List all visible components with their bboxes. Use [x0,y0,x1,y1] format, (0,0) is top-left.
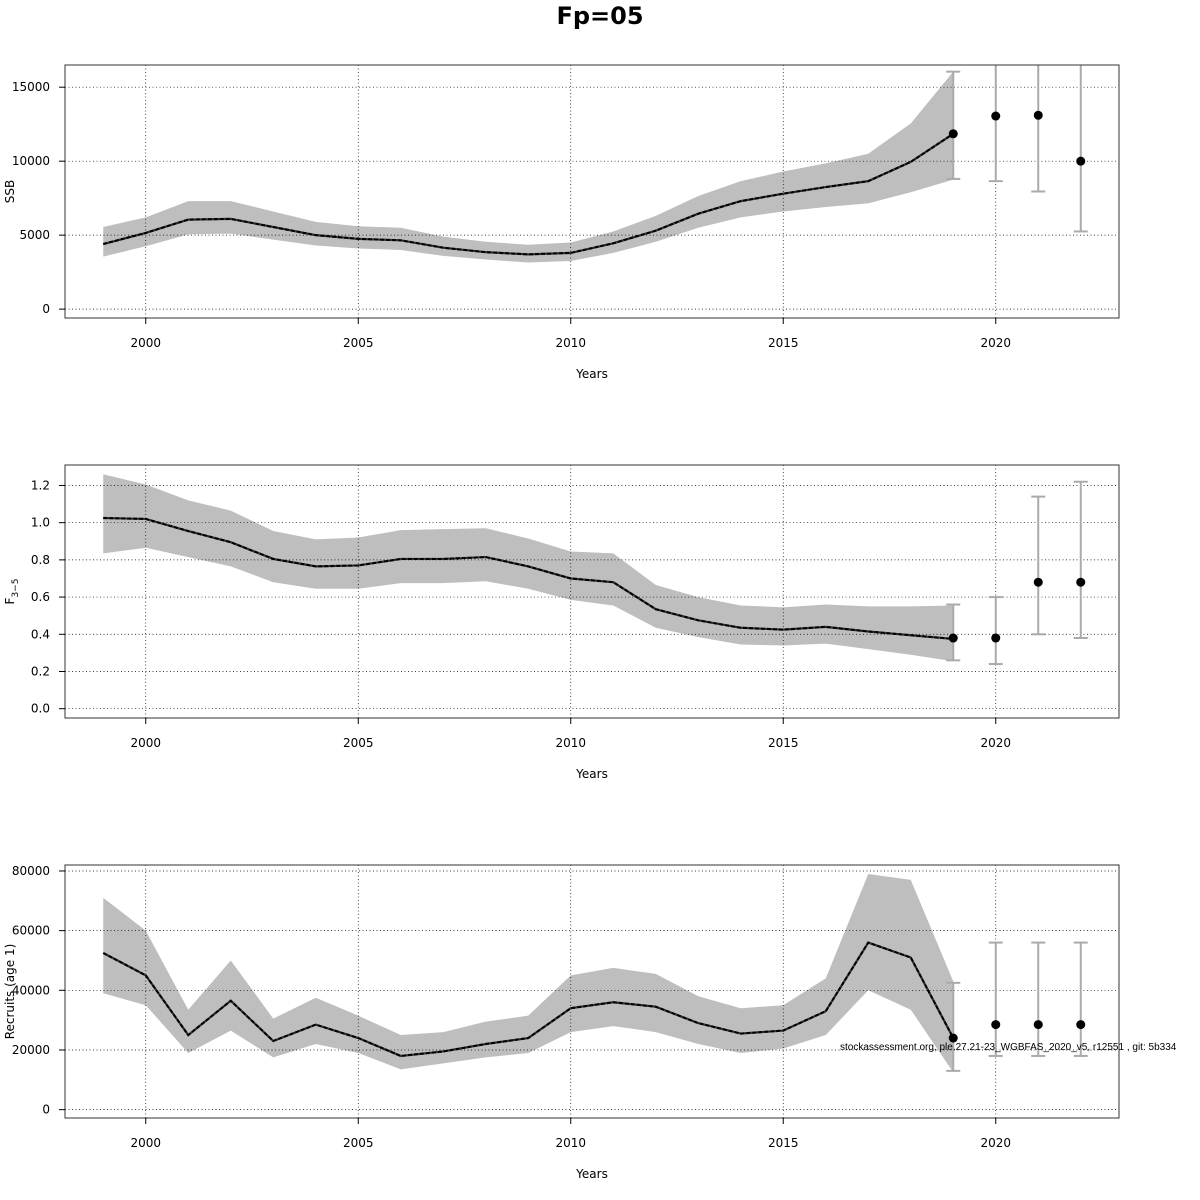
y-tick-label: 60000 [12,924,50,938]
plot-frame [64,464,1120,719]
x-tick-label: 2020 [980,736,1011,750]
y-axis-title: SSB [3,180,17,203]
x-tick-label: 2015 [768,1136,799,1150]
y-tick-label: 0.0 [31,702,50,716]
confidence-band [103,873,954,1073]
forecast-errorbar [988,941,1003,1057]
x-tick-label: 2015 [768,736,799,750]
forecast-errorbar [988,596,1003,666]
forecast-errorbar [1031,941,1046,1057]
x-axis-title: Years [575,367,608,381]
y-tick-label: 0.6 [31,590,50,604]
plot-frame [64,64,1120,319]
forecast-point [1076,156,1086,166]
confidence-band [103,71,954,263]
estimate-line-dashed [102,132,954,256]
y-tick-label: 40000 [12,983,50,997]
y-axis-title: F3−5 [3,579,21,605]
y-tick-label: 0.8 [31,553,50,567]
forecast-point [991,633,1001,643]
x-axis-title: Years [575,767,608,781]
plot-frame [64,864,1120,1119]
y-tick-label: 0.2 [31,664,50,678]
x-tick-label: 2010 [555,1136,586,1150]
forecast-errorbar [1073,480,1088,640]
forecast-point [1033,1020,1043,1030]
y-tick-label: 20000 [12,1043,50,1057]
x-tick-label: 2000 [130,736,161,750]
panel-2: 2000 2005 2010 2015 2020 0.0 0.2 0.4 0.6 0.8 1.0 1.… [3,464,1120,781]
y-tick-label: 10000 [12,154,50,168]
x-tick-label: 2005 [343,336,374,350]
x-tick-label: 2005 [343,736,374,750]
x-tick-label: 2010 [555,736,586,750]
x-tick-label: 2010 [555,336,586,350]
figure-title: Fp=05 [556,2,643,30]
y-axis-title: Recruits (age 1) [3,944,17,1040]
forecast-errorbar [1073,941,1088,1057]
x-tick-label: 2000 [130,336,161,350]
forecast-errorbar [988,65,1003,183]
estimate-line-dashed [103,517,954,640]
x-tick-label: 2020 [980,1136,1011,1150]
forecast-point [991,111,1001,121]
x-tick-label: 2005 [343,1136,374,1150]
forecast-point [991,1020,1001,1030]
y-tick-label: 5000 [19,228,50,242]
y-tick-label: 0 [42,302,50,316]
forecast-point [948,633,958,643]
forecast-point [1076,1020,1086,1030]
forecast-errorbar [1031,65,1046,193]
footnote-text: stockassessment.org, ple.27.21-23_WGBFAS… [840,1042,1177,1053]
forecast-errorbar [1031,495,1046,636]
forecast-point [948,1033,958,1043]
y-tick-label: 1.2 [31,478,50,492]
y-tick-label: 1.0 [31,516,50,530]
chart-panels: 2000 2005 2010 2015 2020 0 5000 10000 15000 Years… [3,64,1120,1181]
panel-3: 2000 2005 2010 2015 2020 0 20000 40000 60000 8000… [3,864,1120,1181]
x-tick-label: 2020 [980,336,1011,350]
forecast-errorbar [946,981,961,1072]
forecast-point [1033,110,1043,120]
forecast-errorbar [1073,65,1088,233]
y-tick-label: 0.4 [31,627,50,641]
forecast-errorbar [946,70,961,180]
x-tick-label: 2000 [130,1136,161,1150]
confidence-band [103,474,954,662]
forecast-errorbar [946,603,961,662]
y-tick-label: 80000 [12,864,50,878]
estimate-line-dashed [102,941,955,1057]
x-tick-label: 2015 [768,336,799,350]
y-tick-label: 15000 [12,80,50,94]
forecast-point [1033,577,1043,587]
panel-1: 2000 2005 2010 2015 2020 0 5000 10000 15000 Years… [3,64,1120,381]
forecast-point [1076,577,1086,587]
x-axis-title: Years [575,1167,608,1181]
forecast-point [948,129,958,139]
y-tick-label: 0 [42,1103,50,1117]
